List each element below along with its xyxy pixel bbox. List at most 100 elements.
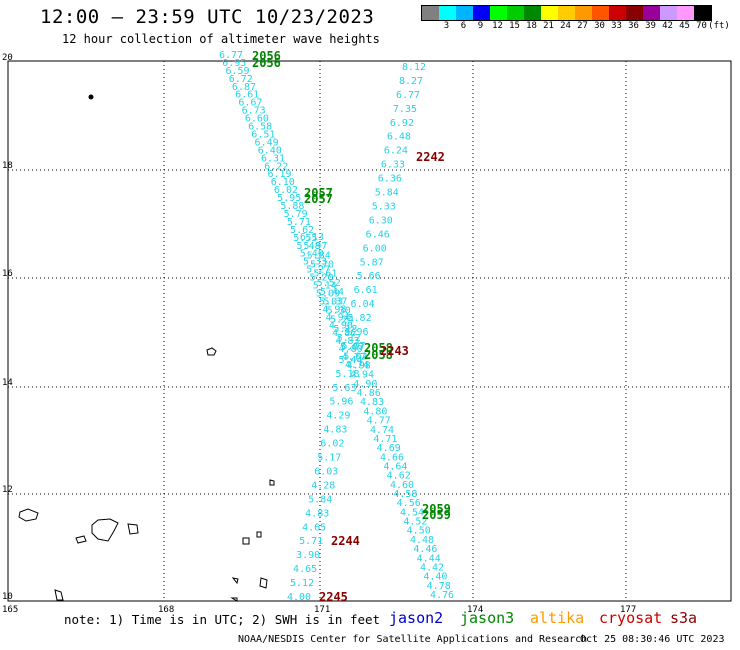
swh-label: 4.74: [345, 360, 369, 371]
swh-label: 5.44: [320, 287, 344, 298]
swh-label: 5.33: [303, 257, 327, 268]
pass-time-label: 2058: [364, 348, 393, 362]
pass-time-label: 2243: [380, 344, 409, 358]
swh-label: 4.46: [413, 544, 437, 555]
swh-label: 6.48: [387, 132, 411, 143]
swh-label: 6.04: [351, 299, 375, 310]
swh-label: 5.97: [303, 241, 327, 252]
swh-label: 6.58: [248, 122, 272, 133]
axis-labels: 165 168 171 174 177 20 18 16 14 12 10: [2, 53, 636, 615]
satellite-jason2: jason2: [389, 609, 444, 627]
swh-label: 4.65: [293, 564, 317, 575]
swh-label: 4.44: [417, 553, 441, 564]
swh-label: 4.48: [410, 535, 434, 546]
legend-swatch: [643, 6, 660, 20]
swh-label: 5.79: [284, 209, 308, 220]
swh-label: 4.83: [305, 508, 329, 519]
island: [242, 537, 250, 545]
legend-label: 30: [594, 21, 605, 31]
swh-label: 6.77: [219, 50, 243, 61]
swh-label: 5.03: [319, 296, 343, 307]
swh-label: 4.77: [342, 352, 366, 363]
swh-label: 5.61: [313, 269, 337, 280]
swh-label: 6.87: [232, 82, 256, 93]
swh-label: 5.96: [345, 327, 369, 338]
swh-label: 5.12: [337, 333, 361, 344]
swh-label: 6.95: [222, 58, 246, 69]
swh-label: 4.83: [360, 397, 384, 408]
swh-label: 4.83: [335, 336, 359, 347]
swh-label: 5.24: [330, 315, 354, 326]
swh-label: 6.60: [245, 114, 269, 125]
footer-credit: NOAA/NESDIS Center for Satellite Applica…: [238, 634, 588, 645]
footer-note: note: 1) Time is in UTC; 2) SWH is in fe…: [64, 612, 381, 627]
swh-label: 5.82: [348, 313, 372, 324]
swh-label: 5.07: [341, 341, 365, 352]
swh-label: 6.49: [255, 137, 279, 148]
swh-label: 4.86: [357, 388, 381, 399]
legend-swatch: [541, 6, 558, 20]
legend-swatch: [473, 6, 490, 20]
legend-swatch: [592, 6, 609, 20]
swh-label: 6.31: [261, 153, 285, 164]
swh-label: 4.74: [370, 425, 394, 436]
legend-swatch: [439, 6, 456, 20]
satellite-cryosat: cryosat: [599, 609, 663, 627]
swh-label: 4.76: [430, 590, 454, 601]
swh-label: 6.61: [354, 285, 378, 296]
swh-label: 3.90: [296, 550, 320, 561]
swh-label: 5.84: [308, 494, 332, 505]
swh-label: 4.28: [311, 480, 335, 491]
legend-swatch: [456, 6, 473, 20]
swh-label: 4.94: [326, 312, 350, 323]
swh-label: 4.50: [407, 526, 431, 537]
swh-label: 5.84: [375, 188, 399, 199]
swh-label: 4.58: [393, 489, 417, 500]
swh-label: 5.33: [372, 201, 396, 212]
y-tick-label: 10: [2, 592, 13, 602]
pass-time-label: 2056: [252, 49, 281, 63]
swh-label: 5.88: [280, 201, 304, 212]
swh-label: 5.66: [357, 271, 381, 282]
legend-label: 36: [628, 21, 639, 31]
swh-label: 6.92: [390, 118, 414, 129]
land-outlines: [18, 94, 275, 602]
swh-label: 5.87: [360, 257, 384, 268]
x-tick-label: 165: [2, 605, 18, 615]
swh-label: 6.36: [378, 174, 402, 185]
swh-label: 6.24: [384, 146, 408, 157]
swh-label: 6.02: [320, 439, 344, 450]
swh-label: 4.90: [353, 379, 377, 390]
swh-label: 5.44: [338, 355, 362, 366]
swh-label: 5.40: [300, 249, 324, 260]
swh-label: 6.73: [242, 106, 266, 117]
swh-label: 6.03: [314, 466, 338, 477]
swh-label: 4.66: [380, 452, 404, 463]
island: [256, 531, 262, 538]
legend-label: 70: [696, 21, 707, 31]
swh-label: 6.30: [369, 215, 393, 226]
legend-swatch: [660, 6, 677, 20]
island: [88, 94, 94, 100]
page-subtitle: 12 hour collection of altimeter wave hei…: [62, 32, 380, 46]
legend-swatch: [507, 6, 524, 20]
swh-label: 6.33: [381, 160, 405, 171]
legend-unit: (ft): [708, 21, 730, 31]
legend-label: 33: [611, 21, 622, 31]
swh-label: 4.52: [403, 517, 427, 528]
y-tick-label: 18: [2, 161, 13, 171]
island: [54, 589, 64, 601]
island: [91, 518, 119, 542]
swh-label: 5.12: [290, 578, 314, 589]
swh-label: 5.63: [332, 383, 356, 394]
x-tick-label: 174: [467, 605, 483, 615]
swh-label: 5.96: [329, 397, 353, 408]
pass-time-label: 2242: [416, 150, 445, 164]
swh-label: 6.51: [251, 129, 275, 140]
swh-label: 5.20: [309, 273, 333, 284]
swh-label: 5.37: [323, 296, 347, 307]
swh-label: 4.00: [287, 592, 311, 603]
swh-label: 6.19: [267, 169, 291, 180]
legend-swatch: [694, 6, 711, 20]
